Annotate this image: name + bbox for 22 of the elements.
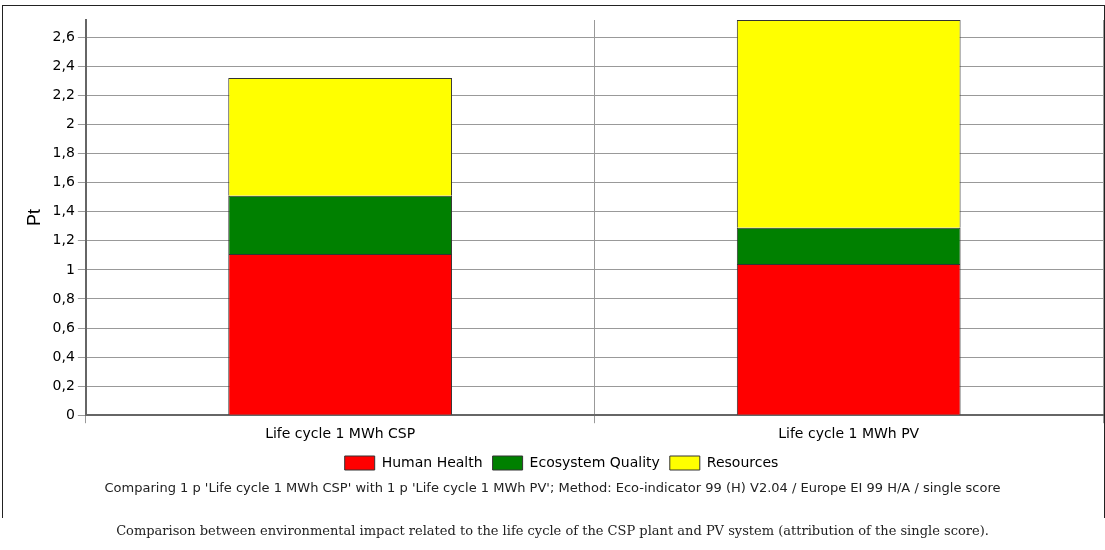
y-tick-label: 1,4: [52, 202, 75, 219]
x-tick-label: Life cycle 1 MWh PV: [778, 425, 920, 442]
y-tick-label: 0,2: [52, 376, 75, 393]
y-tick-label: 0,8: [52, 289, 75, 306]
y-axis-title: Pt: [23, 209, 44, 227]
legend-label: Human Health: [381, 453, 483, 470]
y-tick-label: 1: [65, 260, 75, 277]
y-tick-label: 0,6: [52, 318, 75, 335]
y-tick-label: 0: [65, 405, 75, 422]
y-tick-label: 0,4: [52, 347, 75, 364]
x-tick-label: Life cycle 1 MWh CSP: [265, 425, 416, 442]
y-tick-label: 1,6: [52, 173, 75, 190]
text: Comparison between environmental impact related to the life cycle of the CSP plant and PV system (attribution of the single score).: [115, 523, 990, 538]
y-tick-label: 2,4: [52, 57, 75, 74]
y-tick-label: 2,6: [52, 28, 75, 45]
legend-label: Ecosystem Quality: [529, 453, 660, 470]
y-tick-label: 2: [65, 115, 75, 132]
y-tick-label: 2,2: [52, 86, 75, 103]
legend-label: Resources: [706, 453, 779, 470]
y-tick-label: 1,2: [52, 231, 75, 248]
text: Comparing 1 p 'Life cycle 1 MWh CSP' with 1 p 'Life cycle 1 MWh PV'; Method: Eco-indicator 99 (H) V2.04 / Europe EI 99 H/A / single score: [103, 480, 1002, 495]
y-tick-label: 1,8: [52, 144, 75, 161]
